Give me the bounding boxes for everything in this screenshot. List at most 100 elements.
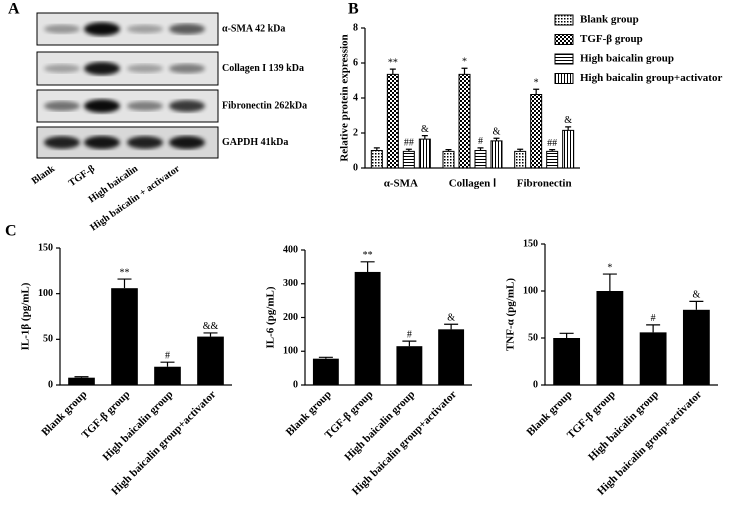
significance-marker: # xyxy=(478,136,483,147)
y-tick-label: 50 xyxy=(528,332,538,343)
legend-label: TGF-β group xyxy=(580,33,643,45)
error-bar xyxy=(477,147,484,151)
significance-marker: ## xyxy=(404,138,414,149)
significance-marker: * xyxy=(462,57,467,68)
blot-band xyxy=(84,22,120,36)
lane-label: TGF-β xyxy=(67,163,97,189)
significance-marker: & xyxy=(692,290,700,301)
error-bar xyxy=(533,88,540,95)
bar xyxy=(354,271,381,385)
y-tick-label: 100 xyxy=(283,346,298,357)
bar xyxy=(490,140,503,169)
bar xyxy=(312,358,339,385)
x-tick-label: High baicalin group xyxy=(342,388,417,463)
panel-label: C xyxy=(5,223,17,240)
y-tick-label: 100 xyxy=(38,288,53,299)
western-blot: α-SMA 42 kDa Collagen I 139 kDa Fibronecti… xyxy=(30,12,307,233)
panel-label: A xyxy=(8,1,20,18)
error-bar xyxy=(689,300,704,310)
y-tick-label: 6 xyxy=(353,57,358,68)
bar xyxy=(546,150,559,169)
bar xyxy=(386,73,399,169)
bar xyxy=(474,150,487,169)
blot-band xyxy=(44,24,80,34)
bar xyxy=(514,150,527,169)
lane-label: Blank xyxy=(30,163,58,187)
error-bar xyxy=(203,332,218,337)
error-bar xyxy=(360,261,375,272)
x-tick-label: Fibronectin xyxy=(517,178,572,190)
blot-band xyxy=(44,64,80,73)
error-bar xyxy=(405,148,412,152)
bar xyxy=(596,291,624,385)
bar xyxy=(458,73,471,169)
protein-label: α-SMA 42 kDa xyxy=(222,23,285,34)
error-bar xyxy=(565,126,572,131)
y-axis-label: IL-6 (pg/mL) xyxy=(265,286,277,348)
protein-label: Fibronectin 262kDa xyxy=(222,100,307,111)
bar xyxy=(682,309,710,385)
error-bar xyxy=(421,135,428,140)
significance-marker: & xyxy=(421,124,429,135)
significance-marker: ** xyxy=(363,250,373,261)
x-tick-label: Collagen Ⅰ xyxy=(449,178,497,190)
y-axis-label: TNF-α (pg/mL) xyxy=(505,278,517,351)
bar xyxy=(530,94,543,169)
significance-marker: ** xyxy=(388,57,398,68)
y-tick-label: 150 xyxy=(523,238,538,249)
significance-marker: # xyxy=(165,350,170,361)
y-tick-label: 0 xyxy=(533,379,538,390)
error-bar xyxy=(117,278,132,289)
legend-label: High baicalin group+activator xyxy=(580,72,722,84)
y-tick-label: 150 xyxy=(38,242,53,253)
blot-band xyxy=(84,61,120,76)
bar xyxy=(111,288,138,385)
error-bar xyxy=(160,361,175,367)
panel-label: B xyxy=(348,1,359,18)
y-axis-label: IL-1β (pg/mL) xyxy=(20,282,32,350)
blot-band xyxy=(169,135,205,150)
error-bar xyxy=(318,356,333,359)
error-bar xyxy=(445,149,452,152)
legend-swatch xyxy=(554,14,574,26)
error-bar xyxy=(402,340,417,347)
bar xyxy=(396,346,423,385)
significance-marker: * xyxy=(607,262,612,273)
legend-swatch xyxy=(554,53,574,65)
legend-label: High baicalin group xyxy=(580,53,674,65)
bar xyxy=(553,338,581,385)
bar xyxy=(197,336,224,385)
x-tick-label: α-SMA xyxy=(384,178,418,190)
error-bar xyxy=(373,147,380,151)
y-axis-label: Relative protein expression xyxy=(339,34,351,161)
blot-band xyxy=(127,24,163,34)
significance-marker: & xyxy=(447,313,455,324)
significance-marker: ## xyxy=(547,138,557,149)
significance-marker: && xyxy=(203,321,219,332)
significance-marker: & xyxy=(564,115,572,126)
y-tick-label: 200 xyxy=(283,312,298,323)
blot-band xyxy=(44,136,80,149)
error-bar xyxy=(559,332,574,338)
blot-band xyxy=(84,99,120,113)
error-bar xyxy=(74,376,89,378)
significance-marker: * xyxy=(534,78,539,89)
y-tick-label: 8 xyxy=(353,22,358,33)
significance-marker: ** xyxy=(120,267,130,278)
significance-marker: # xyxy=(651,313,656,324)
bar xyxy=(154,366,181,385)
y-tick-label: 0 xyxy=(353,162,358,173)
bar xyxy=(562,129,575,169)
significance-marker: & xyxy=(493,127,501,138)
blot-band xyxy=(44,101,80,111)
y-tick-label: 2 xyxy=(353,127,358,138)
error-bar xyxy=(517,148,524,152)
bar xyxy=(442,150,455,169)
y-tick-label: 0 xyxy=(48,379,53,390)
y-tick-label: 100 xyxy=(523,285,538,296)
blot-band xyxy=(169,63,205,74)
error-bar xyxy=(646,324,661,333)
bar xyxy=(639,332,667,385)
bar xyxy=(438,329,465,385)
